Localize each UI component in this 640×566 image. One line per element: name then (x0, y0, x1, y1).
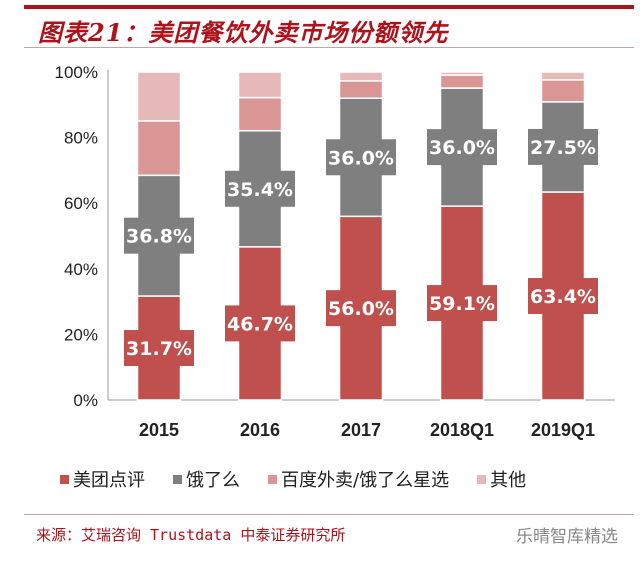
y-tick-label: 60% (64, 194, 98, 213)
top-rule (24, 5, 634, 9)
data-label: 46.7% (227, 313, 293, 335)
data-label: 36.0% (328, 147, 394, 169)
chart-title: 图表21：美团餐饮外卖市场份额领先 (38, 18, 449, 47)
data-label: 35.4% (227, 179, 293, 201)
watermark: 乐晴智库精选 (516, 527, 618, 547)
data-label: 56.0% (328, 298, 394, 320)
bar-segment (136, 71, 182, 122)
legend-label: 饿了么 (186, 470, 240, 491)
bar-segment (439, 74, 485, 89)
bar-segment (540, 71, 586, 81)
y-tick-label: 80% (64, 129, 98, 148)
data-label-box (225, 305, 295, 342)
legend-item: 其他 (477, 466, 526, 492)
data-label: 27.5% (530, 137, 596, 159)
data-label: 59.1% (429, 293, 495, 315)
legend-swatch (173, 474, 182, 484)
data-label: 36.8% (126, 226, 192, 248)
data-label: 36.0% (429, 137, 495, 159)
stacked-bar-chart: 0% 20% 40% 60% 80% 100% 2015 31.7% 36.8% 2016 46.7… (55, 63, 615, 440)
data-label-box (528, 278, 598, 315)
y-tick-label: 0% (73, 391, 98, 410)
bar-segment (136, 120, 182, 177)
data-label-box (326, 290, 396, 327)
data-label-box (124, 217, 194, 254)
legend-item: 美团点评 (60, 466, 145, 492)
legend-swatch (268, 474, 277, 484)
legend-label: 美团点评 (73, 470, 145, 491)
y-tick-label: 20% (64, 325, 98, 344)
x-tick-label: 2017 (341, 420, 381, 440)
legend-item: 百度外卖/饿了么星选 (268, 466, 449, 492)
y-tick-label: 40% (64, 260, 98, 279)
bar-segment (338, 71, 384, 82)
data-label: 31.7% (126, 338, 192, 360)
legend-item: 饿了么 (173, 466, 240, 492)
data-label-box (427, 285, 497, 322)
data-label-box (326, 139, 396, 176)
x-tick-label: 2016 (240, 420, 280, 440)
source-note: 来源：艾瑞咨询 Trustdata 中泰证券研究所 (36, 526, 346, 544)
legend-label: 百度外卖/饿了么星选 (281, 470, 450, 491)
source-rule (24, 514, 634, 515)
legend-swatch (477, 474, 487, 484)
bar-segment (439, 71, 485, 76)
title-rule (24, 47, 634, 48)
data-label-box (225, 170, 295, 207)
x-tick-label: 2018Q1 (430, 420, 494, 440)
legend-swatch (60, 474, 69, 484)
x-tick-label: 2015 (139, 420, 179, 440)
data-label-box (124, 330, 194, 367)
legend: 美团点评 饿了么 百度外卖/饿了么星选 其他 (60, 466, 526, 492)
bar-segment (338, 80, 384, 99)
data-label-box (528, 128, 598, 165)
bar-segment (540, 79, 586, 103)
bar-segment (237, 96, 283, 132)
x-tick-label: 2019Q1 (531, 420, 595, 440)
data-label-box (427, 129, 497, 166)
bar-segment (237, 71, 283, 99)
legend-label: 其他 (490, 470, 527, 491)
data-label: 63.4% (530, 286, 596, 308)
y-tick-label: 100% (55, 63, 98, 82)
